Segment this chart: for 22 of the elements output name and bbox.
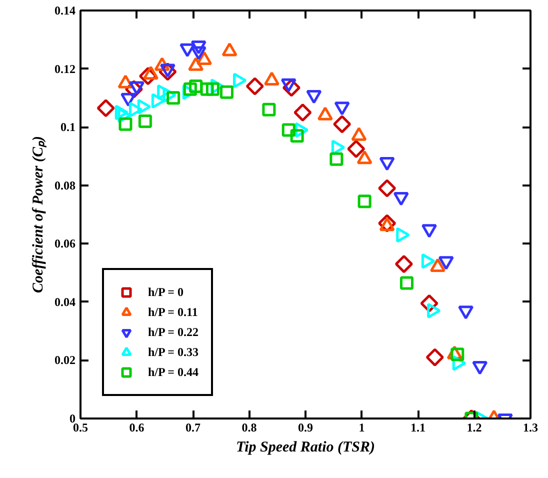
y-tick-label: 0.12 <box>54 62 76 76</box>
legend-label: h/P = 0.22 <box>148 324 199 340</box>
y-tick-label: 0.14 <box>54 4 76 18</box>
legend-label: h/P = 0.33 <box>148 344 199 360</box>
y-tick-label: 0.02 <box>54 353 76 368</box>
y-tick-label: 0.06 <box>54 236 76 251</box>
x-tick-label: 1.1 <box>410 420 426 434</box>
y-tick-label: 0.1 <box>60 120 76 134</box>
y-tick-label: 0.04 <box>54 294 76 309</box>
y-tick-label: 0.08 <box>54 178 76 192</box>
legend-label: h/P = 0.11 <box>148 304 198 320</box>
legend-label: h/P = 0.44 <box>148 364 199 380</box>
x-tick-label: 0.9 <box>298 420 313 434</box>
y-axis-title: Coefficient of Power (Cₚ) <box>30 136 46 293</box>
x-tick-label: 1.2 <box>466 420 482 434</box>
x-tick-label: 1 <box>358 420 365 434</box>
x-tick-label: 0.7 <box>186 420 200 434</box>
x-tick-label: 0.6 <box>129 420 144 434</box>
legend-label: h/P = 0 <box>148 284 184 300</box>
x-tick-label: 1.3 <box>523 420 538 434</box>
x-tick-label: 0.8 <box>242 420 257 434</box>
x-axis-title: Tip Speed Ratio (TSR) <box>236 440 376 456</box>
